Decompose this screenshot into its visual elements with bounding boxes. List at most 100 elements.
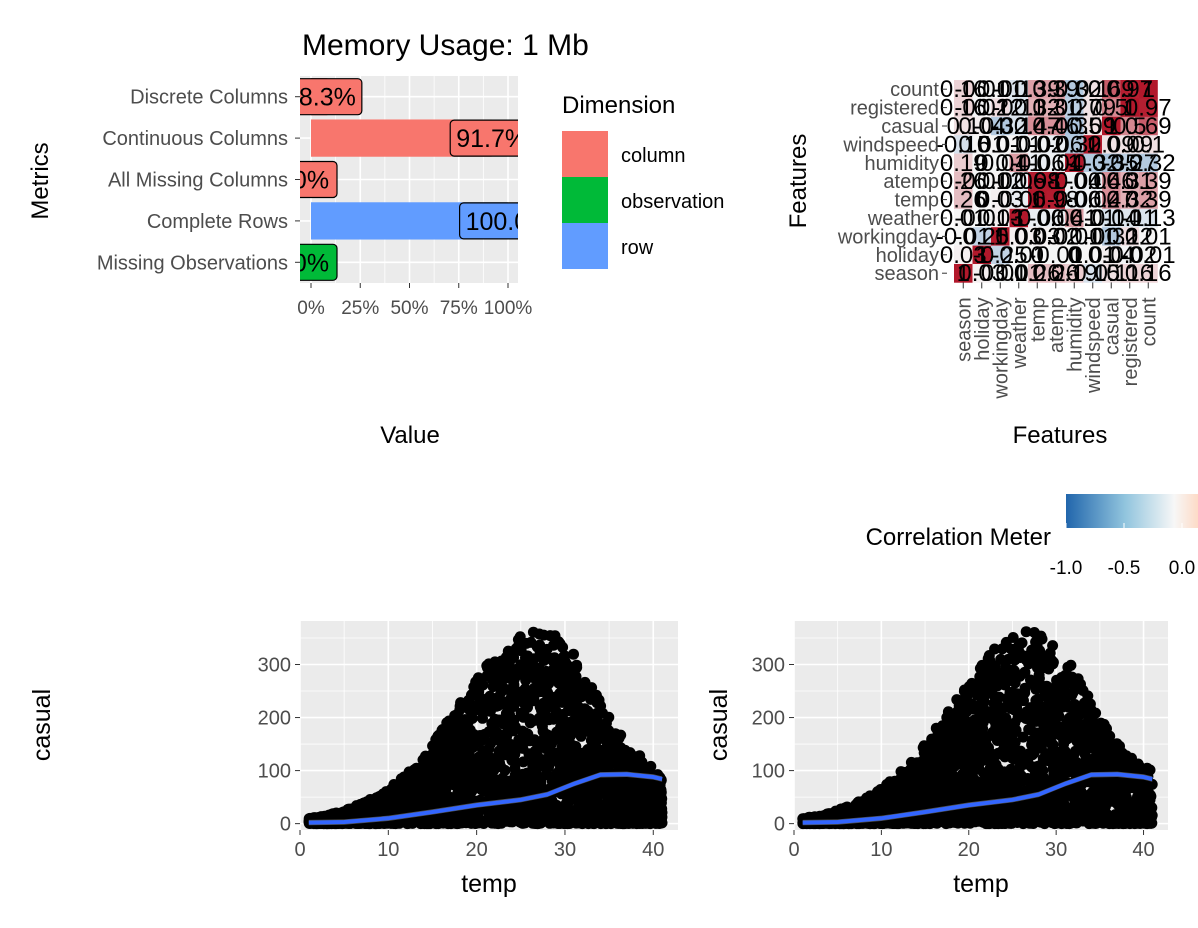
scatter-point: [1015, 770, 1027, 782]
bar-value-label: 91.7%: [456, 125, 527, 153]
memory-usage-bar-chart: Memory Usage: 1 Mb Discrete ColumnsConti…: [27, 29, 724, 449]
heatmap-value: -0.32: [1121, 150, 1176, 177]
scatter-point: [358, 797, 370, 809]
heatmap-cell: [1120, 153, 1140, 173]
heatmap-cell: [954, 172, 973, 191]
heatmap-row-label: weather: [867, 208, 939, 230]
bar-category-label: Missing Observations: [97, 252, 288, 274]
heatmap-row-label: temp: [895, 190, 939, 212]
heatmap-value: 1: [1012, 205, 1025, 232]
heatmap-col-label: atemp: [1046, 297, 1068, 353]
heatmap-value: 0.12: [1106, 223, 1153, 250]
heatmap-value: 1: [957, 260, 970, 287]
scatter-point: [488, 733, 500, 745]
heatmap-cell: [991, 135, 1010, 154]
bar-label-box: [300, 160, 338, 199]
heatmap-cell: [1046, 135, 1066, 154]
heatmap-cell: [1046, 116, 1066, 136]
heatmap-cell: [954, 153, 973, 173]
heatmap-cell: [954, 98, 973, 118]
heatmap-cell: [1046, 153, 1066, 173]
scatter-point: [583, 764, 594, 776]
scatter-point: [413, 789, 425, 801]
heatmap-value: -0.01: [954, 76, 1009, 103]
scatter-point: [558, 691, 569, 703]
heatmap-cell: [1102, 264, 1121, 283]
heatmap-cell: [991, 172, 1010, 191]
heatmap-row-label: atemp: [883, 171, 939, 193]
scatter-point: [478, 767, 489, 779]
y-tick-label: 300: [258, 654, 291, 676]
heatmap-cell: [1046, 190, 1066, 210]
heatmap-value: 0.01: [1069, 242, 1116, 269]
bar-x-axis-label: Value: [380, 422, 440, 449]
scatter-point: [1028, 627, 1040, 638]
heatmap-row-label: humidity: [865, 153, 939, 175]
scatter-point: [538, 629, 550, 641]
scatter-point: [530, 765, 542, 777]
heatmap-cell: [1120, 245, 1140, 265]
bar-category-label: Complete Rows: [147, 211, 288, 233]
scatter-point: [504, 744, 516, 756]
heatmap-value: 0.97: [1106, 76, 1153, 103]
scatter-point: [993, 715, 1005, 727]
heatmap-value: 0.46: [1032, 113, 1079, 140]
scatter-point: [564, 730, 576, 742]
heatmap-value: -0.32: [1084, 223, 1139, 250]
heatmap-cell: [1046, 208, 1066, 228]
heatmap-cell: [1028, 80, 1047, 99]
scatter-y-axis-label: casual: [28, 689, 56, 761]
heatmap-cell: [1120, 208, 1140, 228]
heatmap-cell: [1083, 172, 1103, 191]
heatmap-value: -0.32: [973, 113, 1028, 140]
heatmap-value: 0: [975, 187, 988, 214]
scatter-point: [621, 804, 633, 816]
scatter-point: [579, 676, 591, 688]
scatter-point: [538, 805, 550, 817]
heatmap-cell: [1046, 264, 1066, 283]
scatter-point: [620, 783, 632, 795]
heatmap-value: 0.09: [1088, 131, 1135, 158]
correlation-heatmap: 0.16-0.010.01-0.130.390.39-0.320.10.690.…: [785, 76, 1198, 579]
heatmap-value-labels: 0.16-0.010.01-0.130.390.39-0.320.10.690.…: [936, 76, 1176, 287]
heatmap-cell: [1028, 264, 1047, 283]
legend-swatch-observation: [562, 177, 608, 223]
heatmap-value: 0.47: [1088, 187, 1135, 214]
scatter-point: [505, 665, 517, 677]
heatmap-cell: [1046, 172, 1066, 191]
scatter-point: [582, 791, 594, 803]
heatmap-value: 0.02: [977, 168, 1024, 195]
heatmap-cell: [1028, 135, 1047, 154]
scatter-point: [579, 805, 591, 817]
heatmap-cell: [1120, 190, 1140, 210]
heatmap-cell: [1120, 80, 1140, 99]
heatmap-value: -0.06: [1065, 168, 1120, 195]
heatmap-col-label: temp: [1027, 297, 1049, 341]
heatmap-cell: [1083, 208, 1103, 228]
bar-label-box: [449, 119, 518, 157]
heatmap-value: -0.01: [1028, 242, 1083, 269]
heatmap-cell: [1009, 116, 1029, 136]
heatmap-cell: [1139, 116, 1158, 136]
x-tick-label: 0: [294, 839, 305, 861]
y-tick-label: 0: [280, 814, 291, 836]
heatmap-cell: [1028, 116, 1047, 136]
heatmap-cell: [1028, 98, 1047, 118]
heatmap-value: -0.01: [954, 168, 1009, 195]
scatter-point: [570, 712, 582, 724]
heatmap-cell: [1083, 227, 1103, 246]
heatmap-value: 0.04: [1088, 242, 1135, 269]
heatmap-value: 0.12: [977, 95, 1024, 122]
bar-x-tick-labels: 0% 25% 50% 75% 100%: [297, 298, 532, 319]
scatter-point: [555, 679, 567, 691]
heatmap-value: 0.03: [995, 223, 1042, 250]
heatmap-value: 0.69: [1088, 76, 1135, 103]
scatter-point: [438, 751, 450, 763]
heatmap-value: 0.09: [1106, 131, 1153, 158]
scatter-point: [585, 749, 596, 761]
scatter-point: [482, 662, 493, 674]
heatmap-cell: [1139, 227, 1158, 246]
scatter-point: [524, 735, 536, 747]
scatter-point: [464, 755, 476, 767]
heatmap-value: -0.11: [992, 95, 1045, 122]
